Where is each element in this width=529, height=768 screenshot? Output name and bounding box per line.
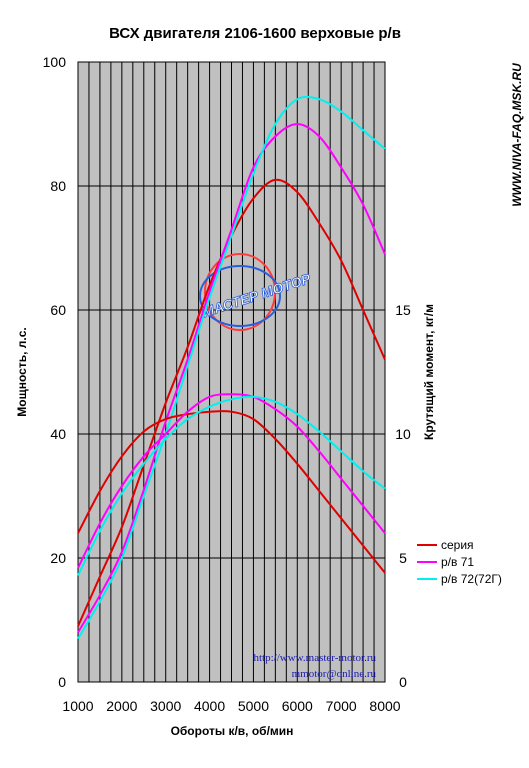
x-axis-label: Обороты к/в, об/мин <box>171 724 294 738</box>
x-tick-label: 5000 <box>238 698 269 714</box>
x-tick-label: 2000 <box>106 698 137 714</box>
y-right-tick-label: 15 <box>395 302 411 318</box>
legend-label: р/в 71 <box>441 555 474 569</box>
y-right-tick-label: 0 <box>399 674 407 690</box>
y-right-tick-label: 5 <box>399 550 407 566</box>
power-curve-2 <box>77 95 386 640</box>
watermark-urls: http://www.master-motor.ru mmotor@online… <box>254 652 377 680</box>
y-left-tick-label: 60 <box>50 302 66 318</box>
x-tick-label: 6000 <box>282 698 313 714</box>
x-tick-label: 7000 <box>326 698 357 714</box>
watermark-url: http://www.master-motor.ru <box>254 652 377 664</box>
y-axis-label-left: Мощность, л.с. <box>15 327 29 416</box>
x-tick-label: 3000 <box>150 698 181 714</box>
y-right-tick-label: 10 <box>395 426 411 442</box>
plot-border <box>77 61 386 683</box>
y-left-tick-label: 0 <box>58 674 66 690</box>
x-tick-label: 8000 <box>369 698 400 714</box>
watermark-email: mmotor@online.ru <box>292 668 377 680</box>
ticks: 1000 2000 3000 4000 5000 6000 7000 800010080604… <box>43 54 411 714</box>
y-left-tick-label: 40 <box>50 426 66 442</box>
curves <box>77 95 386 640</box>
chart-title: ВСХ двигателя 2106-1600 верховые р/в <box>109 25 401 42</box>
legend: серия р/в 71 р/в 72(72Г) <box>417 538 502 586</box>
torque-curve-1 <box>77 393 386 569</box>
y-axis-label-right: Крутящий момент, кг/м <box>422 304 436 440</box>
grid <box>77 61 386 683</box>
side-watermark: WWW.NIVA-FAQ.MSK.RU <box>510 63 524 207</box>
legend-label: р/в 72(72Г) <box>441 572 502 586</box>
y-left-tick-label: 100 <box>43 54 67 70</box>
legend-label: серия <box>441 538 474 552</box>
y-left-tick-label: 80 <box>50 178 66 194</box>
x-tick-label: 4000 <box>194 698 225 714</box>
x-tick-label: 1000 <box>62 698 93 714</box>
power-curve-1 <box>77 122 386 633</box>
torque-curve-2 <box>77 395 386 576</box>
y-left-tick-label: 20 <box>50 550 66 566</box>
torque-curve-0 <box>77 410 386 574</box>
